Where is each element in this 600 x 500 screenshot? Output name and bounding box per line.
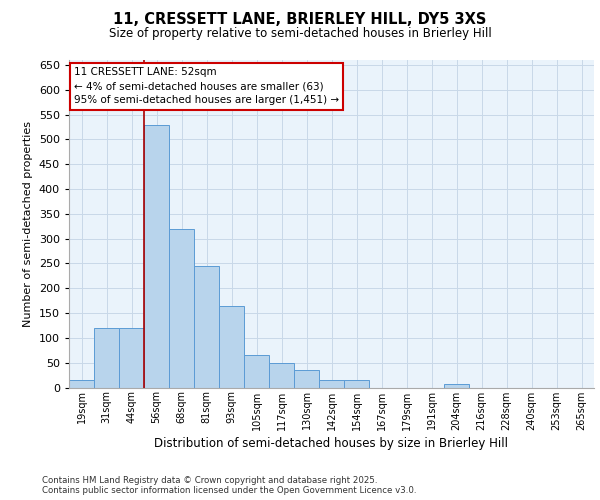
Bar: [169, 228, 194, 388]
Y-axis label: Number of semi-detached properties: Number of semi-detached properties: [23, 120, 33, 327]
X-axis label: Distribution of semi-detached houses by size in Brierley Hill: Distribution of semi-detached houses by …: [155, 436, 509, 450]
Bar: [444, 384, 469, 388]
Text: Size of property relative to semi-detached houses in Brierley Hill: Size of property relative to semi-detach…: [109, 28, 491, 40]
Bar: [144, 124, 169, 388]
Text: 11 CRESSETT LANE: 52sqm
← 4% of semi-detached houses are smaller (63)
95% of sem: 11 CRESSETT LANE: 52sqm ← 4% of semi-det…: [74, 68, 339, 106]
Bar: [294, 370, 319, 388]
Bar: [219, 306, 244, 388]
Bar: [344, 380, 369, 388]
Bar: [94, 328, 119, 388]
Bar: [69, 380, 94, 388]
Bar: [244, 355, 269, 388]
Bar: [119, 328, 144, 388]
Text: 11, CRESSETT LANE, BRIERLEY HILL, DY5 3XS: 11, CRESSETT LANE, BRIERLEY HILL, DY5 3X…: [113, 12, 487, 28]
Text: Contains HM Land Registry data © Crown copyright and database right 2025.
Contai: Contains HM Land Registry data © Crown c…: [42, 476, 416, 495]
Bar: [194, 266, 219, 388]
Bar: [269, 362, 294, 388]
Bar: [319, 380, 344, 388]
